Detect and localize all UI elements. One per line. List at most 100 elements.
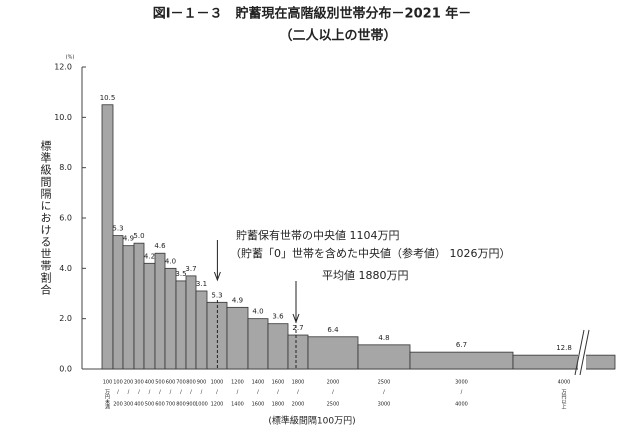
bar [154, 252, 166, 370]
x-tick-sep: / [180, 390, 182, 396]
y-tick-label: 0.0 [59, 365, 72, 374]
value-label: 4.8 [378, 334, 389, 342]
x-tick-sep: / [461, 390, 463, 396]
x-tick-label: 700 [166, 402, 176, 408]
x-tick-sep: / [216, 390, 218, 396]
x-tick-sep: / [159, 390, 161, 396]
bar [409, 351, 514, 370]
x-tick-label: 3000 [455, 380, 468, 386]
x-tick-label: 100 [103, 380, 113, 386]
x-tick-label: 1800 [292, 380, 305, 386]
x-tick-sep: / [201, 390, 203, 396]
x-tick-sep: / [257, 390, 259, 396]
bar [357, 344, 411, 370]
value-label: 4.9 [123, 235, 134, 243]
x-tick-label: 200 [124, 380, 134, 386]
x-tick-label: 600 [155, 402, 165, 408]
y-axis-label: 標準級間隔における世帯割合 [39, 139, 52, 296]
x-tick-label: 400 [145, 380, 155, 386]
value-label: 4.9 [232, 296, 243, 304]
value-label: 3.6 [272, 313, 284, 321]
bar [287, 334, 309, 370]
bar [101, 104, 114, 370]
x-tick-label: 400 [134, 402, 144, 408]
x-tick-label: 300 [124, 402, 134, 408]
x-tick-label: 4000 [455, 402, 468, 408]
value-label: 5.3 [112, 225, 123, 233]
y-tick-label: 4.0 [59, 264, 72, 273]
value-label: 2.7 [292, 324, 303, 332]
x-tick-sep: / [128, 390, 130, 396]
x-tick-label: 1400 [231, 402, 244, 408]
annotation: 平均値 1880万円 [322, 269, 409, 282]
x-tick-label: 1600 [252, 402, 265, 408]
bar [267, 323, 289, 370]
value-label: 3.7 [185, 265, 196, 273]
y-tick-label: 2.0 [59, 314, 72, 323]
axis-break [574, 329, 585, 376]
bar [307, 336, 359, 370]
bar [164, 267, 177, 370]
value-label: 10.5 [100, 94, 116, 102]
bar [226, 306, 249, 370]
marker-arrowhead [213, 271, 221, 282]
x-tick-label: 900 [186, 402, 196, 408]
bar [143, 262, 156, 370]
bar [512, 354, 616, 370]
x-tick-label: 300 [134, 380, 144, 386]
value-label: 4.2 [144, 252, 155, 260]
value-label: 12.8 [556, 344, 572, 352]
x-tick-sep: / [237, 390, 239, 396]
x-tick-label: 1600 [272, 380, 285, 386]
x-tick-label: 1200 [231, 380, 244, 386]
x-tick-label: 100 [113, 380, 123, 386]
x-tick-label: 2000 [327, 380, 340, 386]
x-tick-label: 600 [166, 380, 176, 386]
x-tick-suffix: 万円未満 [104, 389, 110, 410]
marker-arrowhead [292, 313, 300, 324]
x-tick-sep: / [332, 390, 334, 396]
axis-break [579, 329, 590, 376]
value-label: 3.5 [175, 270, 186, 278]
value-label: 4.0 [165, 257, 176, 265]
x-tick-sep: / [117, 390, 119, 396]
x-tick-label: 500 [145, 402, 155, 408]
value-label: 5.3 [211, 291, 222, 299]
x-tick-sep: / [297, 390, 299, 396]
y-unit: (%) [66, 55, 75, 61]
annotation-note: （貯蓄「0」世帯を含めた中央値（参考値） 1026万円） [230, 246, 511, 260]
x-tick-label: 2500 [327, 402, 340, 408]
x-tick-label: 700 [176, 380, 186, 386]
x-tick-sep: / [138, 390, 140, 396]
value-label: 3.1 [196, 280, 207, 288]
x-tick-label: 900 [197, 380, 207, 386]
bar [247, 318, 269, 370]
bar [195, 290, 208, 370]
bar [112, 235, 124, 370]
y-tick-label: 6.0 [59, 214, 72, 223]
x-tick-label: 1800 [272, 402, 285, 408]
x-axis-label: (標準級間隔100万円) [268, 415, 355, 427]
value-label: 6.4 [327, 326, 339, 334]
axis-break [578, 330, 586, 375]
x-tick-sep: / [170, 390, 172, 396]
x-tick-sep: / [383, 390, 385, 396]
x-tick-label: 1000 [195, 402, 208, 408]
x-tick-sep: / [190, 390, 192, 396]
x-tick-label: 2000 [292, 402, 305, 408]
y-tick-label: 8.0 [59, 163, 72, 172]
x-tick-sep: / [149, 390, 151, 396]
x-tick-label: 800 [186, 380, 196, 386]
x-tick-label: 1000 [211, 380, 224, 386]
x-tick-label: 800 [176, 402, 186, 408]
y-tick-label: 10.0 [54, 113, 72, 122]
value-label: 4.6 [154, 242, 166, 250]
chart-subtitle: （二人以上の世帯） [279, 28, 396, 44]
bar [185, 275, 197, 370]
chart-title: 図Ⅰ－１－３ 貯蓄現在高階級別世帯分布－2021 年－ [153, 6, 472, 22]
bar [175, 280, 187, 370]
bar [122, 245, 135, 370]
x-tick-label: 1200 [211, 402, 224, 408]
x-tick-label: 3000 [378, 402, 391, 408]
